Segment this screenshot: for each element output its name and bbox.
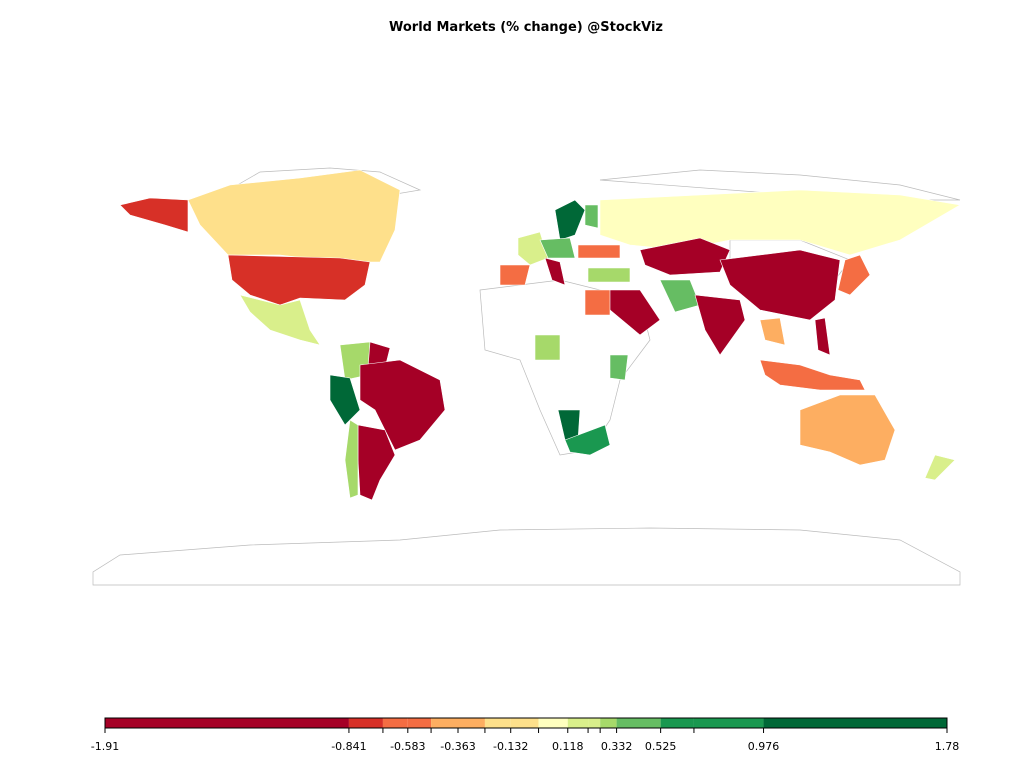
- legend-bin: [693, 718, 764, 728]
- legend: -1.91 -0.841 -0.583 -0.363 -0.132 0.118 0.332 0…: [91, 717, 960, 753]
- legend-tick-label: -1.91: [91, 740, 119, 753]
- legend-bin: [407, 718, 432, 728]
- legend-tick-label: 0.332: [601, 740, 633, 753]
- legend-tick-label: 0.525: [645, 740, 677, 753]
- legend-tick-label: -0.841: [331, 740, 366, 753]
- legend-bin: [660, 718, 694, 728]
- legend-tick-label: -0.583: [390, 740, 425, 753]
- legend-tick-label: 1.78: [935, 740, 960, 753]
- legend-bin: [600, 718, 617, 728]
- legend-bin: [567, 718, 589, 728]
- legend-bin: [348, 718, 383, 728]
- legend-frame: [104, 717, 948, 729]
- legend-bin: [538, 718, 568, 728]
- legend-bin: [763, 718, 947, 728]
- legend-bin: [588, 718, 601, 728]
- legend-tick-label: 0.118: [552, 740, 584, 753]
- legend-bin: [616, 718, 661, 728]
- legend-tick-label: -0.363: [440, 740, 475, 753]
- legend-bin: [484, 718, 511, 728]
- legend-bin: [510, 718, 539, 728]
- legend-bin: [382, 718, 408, 728]
- legend-bin: [431, 718, 459, 728]
- map: [92, 167, 961, 586]
- chart-title: World Markets (% change) @StockViz: [389, 20, 663, 35]
- legend-bin: [105, 718, 349, 728]
- legend-tick-label: 0.976: [748, 740, 780, 753]
- legend-bin: [458, 718, 485, 728]
- legend-tick-label: -0.132: [493, 740, 528, 753]
